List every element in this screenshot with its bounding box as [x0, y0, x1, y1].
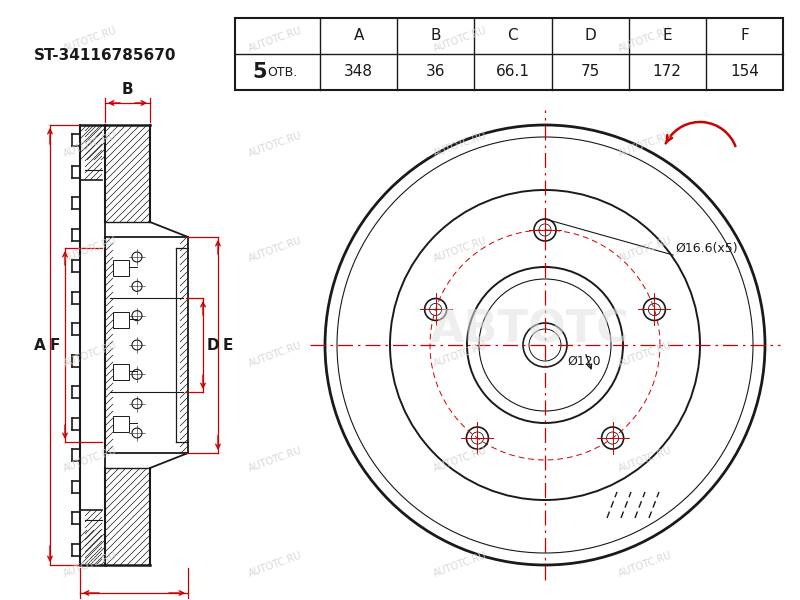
Text: AUTOTC.RU: AUTOTC.RU [432, 446, 488, 475]
Text: C: C [508, 28, 518, 43]
Text: AUTOTC.RU: AUTOTC.RU [62, 131, 118, 160]
Bar [113, 364, 129, 380]
Text: AUTOTC.RU: AUTOTC.RU [617, 236, 673, 265]
Text: Ø120: Ø120 [567, 355, 601, 368]
Text: E: E [223, 337, 233, 352]
Text: AUTOTC.RU: AUTOTC.RU [62, 446, 118, 475]
Text: D: D [584, 28, 596, 43]
Bar [235, 18, 783, 90]
Text: AUTOTC.RU: AUTOTC.RU [432, 551, 488, 580]
Text: 154: 154 [730, 64, 759, 79]
Text: AUTOTC.RU: AUTOTC.RU [432, 131, 488, 160]
Text: 66.1: 66.1 [496, 64, 530, 79]
Text: АВТОТС: АВТОТС [430, 308, 630, 352]
Text: AUTOTC.RU: AUTOTC.RU [617, 551, 673, 580]
Text: B: B [430, 28, 441, 43]
Text: AUTOTC.RU: AUTOTC.RU [617, 131, 673, 160]
Text: Ø16.6(x5): Ø16.6(x5) [675, 242, 738, 255]
Text: 75: 75 [581, 64, 600, 79]
Text: AUTOTC.RU: AUTOTC.RU [247, 446, 303, 475]
Text: ST-34116785670: ST-34116785670 [34, 47, 176, 62]
Text: B: B [122, 82, 134, 97]
Text: A: A [34, 337, 46, 352]
Text: F: F [50, 337, 60, 352]
Text: AUTOTC.RU: AUTOTC.RU [62, 341, 118, 370]
Text: AUTOTC.RU: AUTOTC.RU [62, 26, 118, 55]
Text: ОТВ.: ОТВ. [267, 65, 298, 79]
Text: D: D [206, 337, 219, 352]
Text: AUTOTC.RU: AUTOTC.RU [247, 26, 303, 55]
Text: AUTOTC.RU: AUTOTC.RU [432, 341, 488, 370]
Text: AUTOTC.RU: AUTOTC.RU [617, 341, 673, 370]
Text: AUTOTC.RU: AUTOTC.RU [617, 446, 673, 475]
Text: AUTOTC.RU: AUTOTC.RU [247, 341, 303, 370]
Text: 348: 348 [344, 64, 373, 79]
Text: F: F [740, 28, 749, 43]
Bar [113, 416, 129, 432]
Text: A: A [354, 28, 364, 43]
Text: AUTOTC.RU: AUTOTC.RU [62, 551, 118, 580]
Text: AUTOTC.RU: AUTOTC.RU [247, 236, 303, 265]
Text: AUTOTC.RU: AUTOTC.RU [247, 551, 303, 580]
Text: AUTOTC.RU: AUTOTC.RU [432, 26, 488, 55]
Bar [113, 260, 129, 276]
Text: AUTOTC.RU: AUTOTC.RU [617, 26, 673, 55]
Text: 172: 172 [653, 64, 682, 79]
Bar [113, 312, 129, 328]
Text: AUTOTC.RU: AUTOTC.RU [247, 131, 303, 160]
Text: 5: 5 [252, 62, 267, 82]
Text: 36: 36 [426, 64, 446, 79]
Text: AUTOTC.RU: AUTOTC.RU [62, 236, 118, 265]
Text: AUTOTC.RU: AUTOTC.RU [432, 236, 488, 265]
Text: E: E [662, 28, 672, 43]
